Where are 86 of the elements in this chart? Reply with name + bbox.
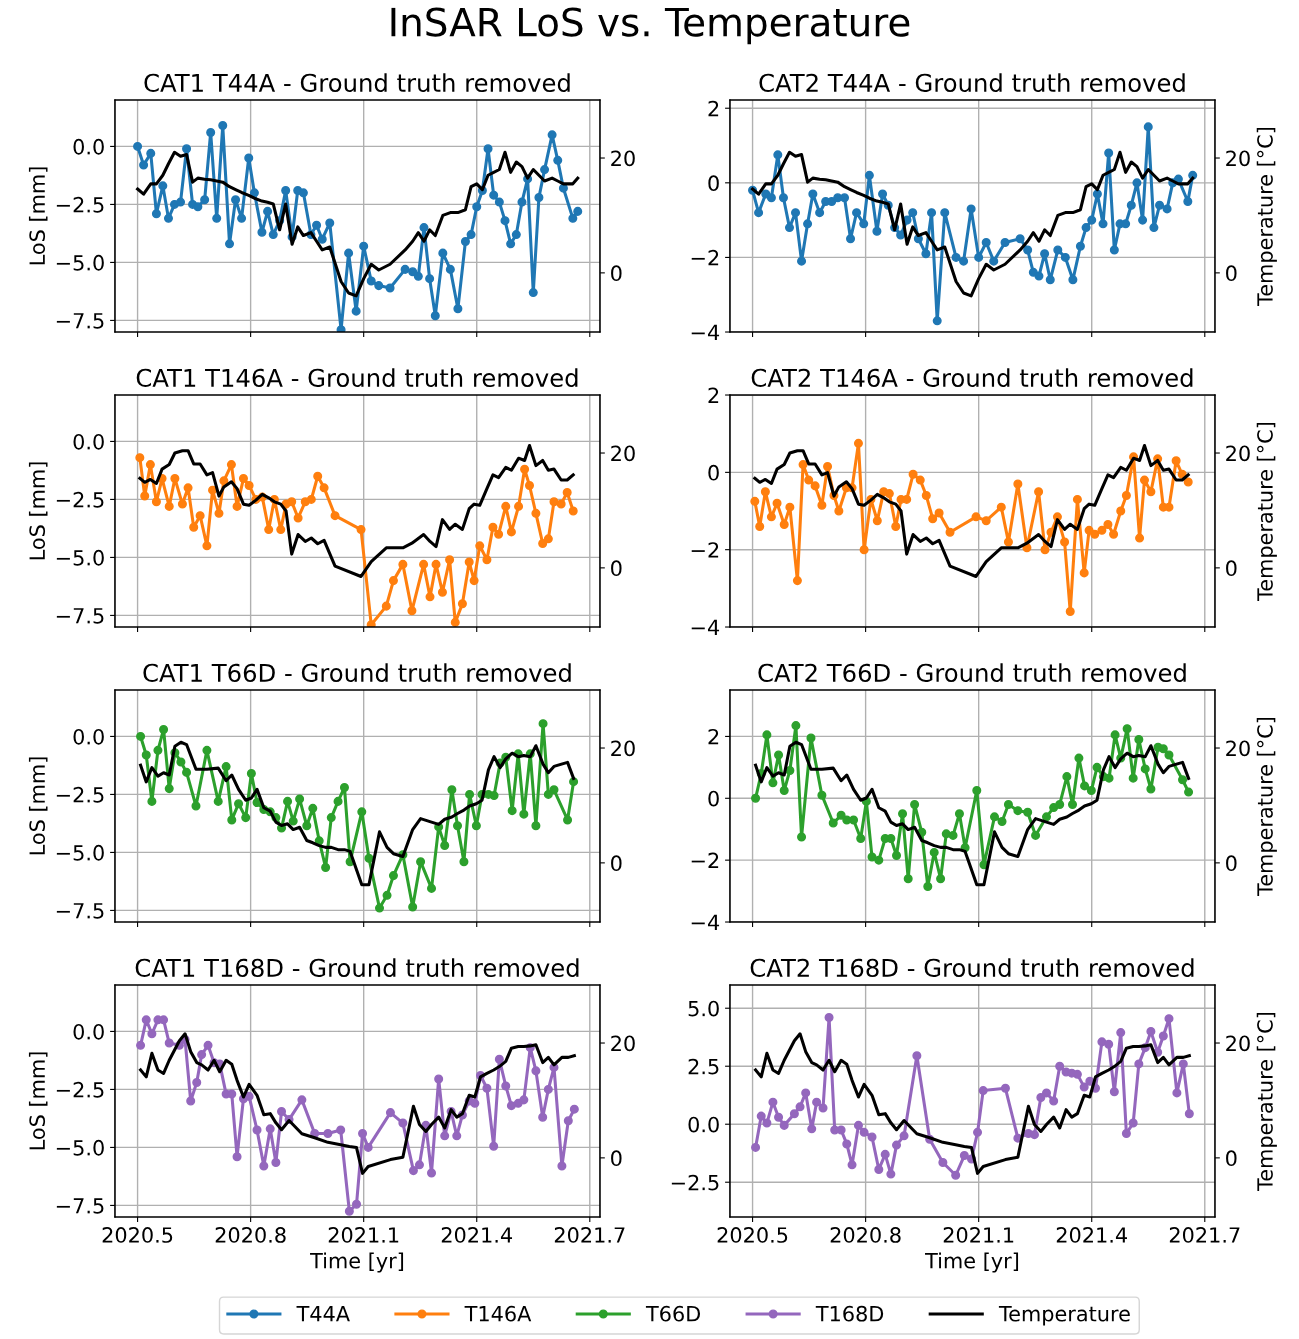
y-tick-label: −2.5 xyxy=(56,196,104,213)
y2-axis-title: Temperature [°C] xyxy=(1256,127,1277,306)
y2-tick-label: 20 xyxy=(1226,1035,1250,1052)
y-tick-label: −5.0 xyxy=(56,549,104,566)
y-tick-label: 0 xyxy=(708,464,719,481)
line-series xyxy=(139,740,576,887)
y-tick-label: 0 xyxy=(708,175,719,192)
y-tick-label: −4 xyxy=(691,914,720,930)
y-tick-label: −2 xyxy=(691,249,719,266)
legend-label: T44A xyxy=(296,1306,350,1322)
x-tick-label: 2020.8 xyxy=(215,1227,286,1243)
text: InSAR LoS vs. Temperature xyxy=(391,7,910,45)
y2-tick-label: 20 xyxy=(611,740,635,757)
y-tick-label: 0.0 xyxy=(688,1116,719,1133)
legend-label: Temperature xyxy=(998,1306,1130,1326)
y-tick-label: −5.0 xyxy=(56,254,104,271)
y-tick-label: 2.5 xyxy=(688,1058,719,1075)
y2-tick-label: 0 xyxy=(1226,855,1237,872)
y-tick-label: −2.5 xyxy=(56,491,104,508)
y-tick-label: −4 xyxy=(691,619,720,635)
chart-title: CAT2 T44A - Ground truth removed xyxy=(759,73,1185,93)
y-axis-title: LoS [mm] xyxy=(28,167,48,265)
y2-tick-label: 20 xyxy=(1226,740,1250,757)
legend-label: T168D xyxy=(815,1305,884,1322)
y-tick-label: −7.5 xyxy=(56,313,104,329)
y-axis-title: LoS [mm] xyxy=(28,462,48,560)
y-tick-label: 0 xyxy=(708,790,719,807)
x-tick-label: 2021.1 xyxy=(943,1227,1014,1243)
x-tick-label: 2020.8 xyxy=(830,1227,901,1243)
y2-tick-label: 0 xyxy=(1226,265,1237,282)
x-tick-label: 2020.5 xyxy=(102,1227,173,1243)
line-series xyxy=(139,1032,576,1175)
x-tick-label: 2021.7 xyxy=(554,1227,625,1243)
y2-tick-label: 20 xyxy=(1226,150,1250,167)
y-tick-label: 0.0 xyxy=(73,433,104,450)
x-axis-title: Time [yr] xyxy=(925,1252,1019,1273)
y-tick-label: −2 xyxy=(691,852,719,869)
chart-title: CAT2 T146A - Ground truth removed xyxy=(751,368,1193,388)
x-axis-title: Time [yr] xyxy=(310,1252,404,1273)
y2-tick-label: 20 xyxy=(611,1035,635,1052)
y-axis-title: LoS [mm] xyxy=(28,1052,48,1150)
y-tick-label: 2 xyxy=(708,387,719,403)
x-tick-label: 2021.4 xyxy=(441,1227,513,1243)
y-tick-label: −2 xyxy=(691,542,719,558)
y2-axis-title: Temperature [°C] xyxy=(1256,422,1277,601)
chart-title: CAT1 T146A - Ground truth removed xyxy=(136,368,578,388)
y2-tick-label: 20 xyxy=(1226,445,1250,462)
y-tick-label: −7.5 xyxy=(56,903,104,919)
y-tick-label: −2.5 xyxy=(56,786,104,803)
y-tick-label: 0.0 xyxy=(73,1023,104,1040)
y2-tick-label: 0 xyxy=(1226,1150,1237,1167)
y2-tick-label: 0 xyxy=(611,855,622,872)
y2-tick-label: 0 xyxy=(611,560,622,577)
chart-title: CAT2 T66D - Ground truth removed xyxy=(758,663,1186,683)
y-axis-title: LoS [mm] xyxy=(28,757,48,855)
y-tick-label: −2.5 xyxy=(671,1174,719,1191)
y-tick-label: −4 xyxy=(691,324,720,340)
chart-title: CAT1 T44A - Ground truth removed xyxy=(144,73,570,93)
y2-tick-label: 0 xyxy=(611,265,622,282)
line-series xyxy=(138,444,575,579)
y-tick-label: −5.0 xyxy=(56,1139,104,1156)
y-tick-label: 2 xyxy=(708,728,719,745)
legend-label: T146A xyxy=(464,1305,532,1322)
legend-label: T66D xyxy=(645,1305,701,1322)
y2-axis-title: Temperature [°C] xyxy=(1256,717,1277,896)
x-tick-label: 2020.5 xyxy=(717,1227,788,1243)
x-tick-label: 2021.7 xyxy=(1169,1227,1240,1243)
y2-tick-label: 20 xyxy=(611,150,635,167)
y2-axis-title: Temperature [°C] xyxy=(1256,1012,1277,1191)
y-tick-label: 0.0 xyxy=(73,138,104,155)
y2-tick-label: 0 xyxy=(1226,560,1237,577)
y-tick-label: −5.0 xyxy=(56,844,104,861)
x-tick-label: 2021.4 xyxy=(1056,1227,1127,1243)
y-tick-label: 5.0 xyxy=(688,1000,719,1017)
y-tick-label: −7.5 xyxy=(56,608,104,624)
y-tick-label: 2 xyxy=(708,100,719,117)
y-tick-label: 0.0 xyxy=(73,728,104,745)
y2-tick-label: 20 xyxy=(611,445,635,462)
line-series xyxy=(754,1032,1191,1175)
x-tick-label: 2021.1 xyxy=(328,1227,399,1243)
y2-tick-label: 0 xyxy=(611,1150,622,1167)
chart-title: CAT2 T168D - Ground truth removed xyxy=(750,958,1194,978)
chart-title: CAT1 T168D - Ground truth removed xyxy=(135,958,579,978)
y-tick-label: −7.5 xyxy=(56,1198,104,1214)
chart-title: CAT1 T66D - Ground truth removed xyxy=(143,663,571,683)
y-tick-label: −2.5 xyxy=(56,1081,104,1098)
